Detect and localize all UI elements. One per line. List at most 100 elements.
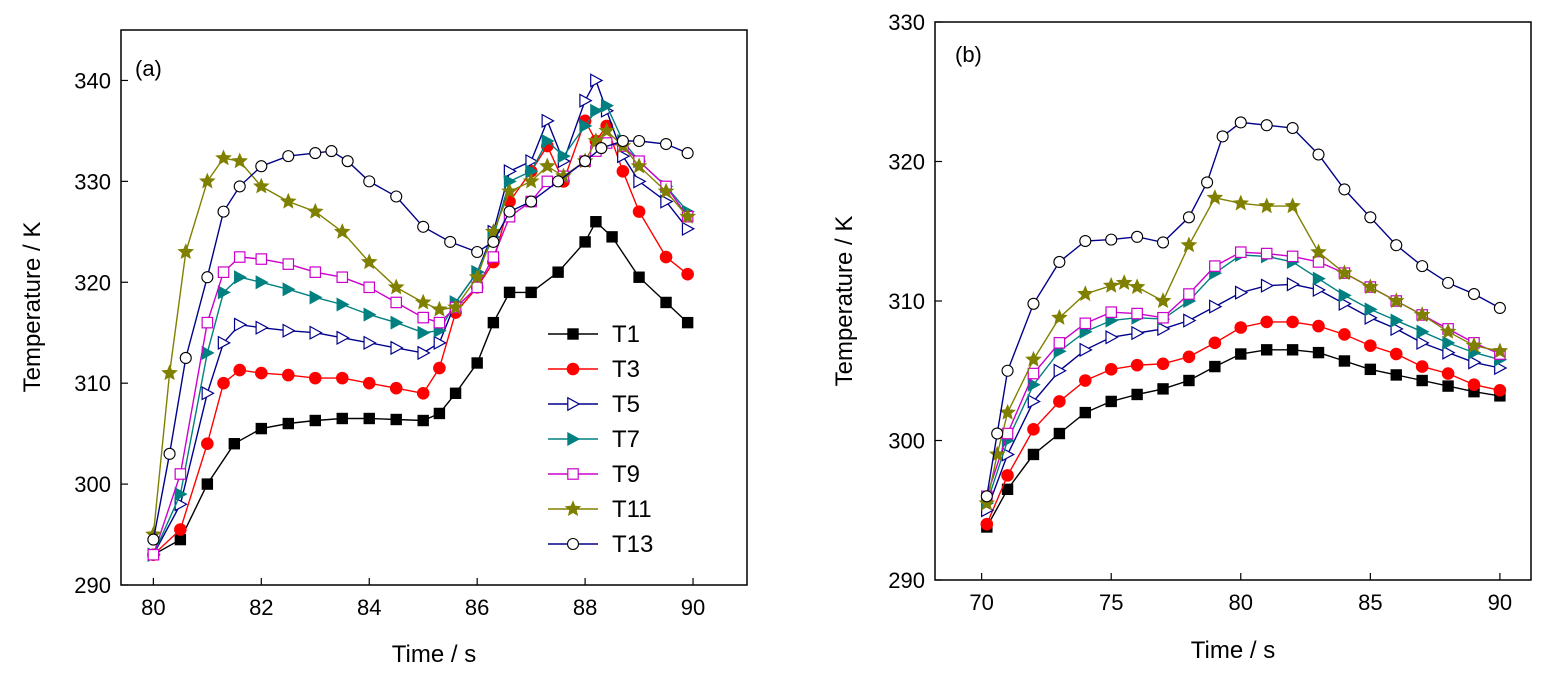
data-point-t3 [1415,360,1429,373]
data-point-t13 [1105,233,1118,246]
data-point-t11 [1206,189,1224,205]
data-point-t3 [433,361,446,375]
x-tick-label-b: 75 [1099,590,1123,615]
data-point-t1 [255,422,268,435]
data-point-t13 [1156,236,1170,249]
data-point-t7 [417,325,431,340]
data-point-t1 [503,286,516,299]
data-point-t5 [1234,285,1249,300]
data-point-t13 [616,134,629,148]
data-point-t1 [1027,448,1040,461]
legend-label: T1 [612,321,640,348]
data-point-t1 [1053,427,1066,440]
y-tick-label-b: 320 [888,150,925,175]
data-point-t3 [1027,423,1040,436]
data-point-t7 [309,290,323,305]
data-point-t11 [539,157,556,174]
data-point-t9 [1260,247,1273,260]
data-point-t5 [590,73,604,88]
data-point-t13 [1312,148,1325,161]
data-point-t13 [980,490,993,503]
data-point-t11 [1025,350,1042,367]
data-point-t9 [1105,306,1118,318]
legend-marker [567,468,579,480]
data-point-t1 [633,271,645,283]
y-axis-label-b: Temperature / K [831,216,858,387]
legend-item-t7: T7 [548,426,640,453]
data-point-t9 [487,251,500,263]
data-point-t3 [1467,378,1481,392]
y-tick-label-a: 320 [74,270,111,295]
data-point-t3 [1104,363,1118,376]
data-point-t7 [255,275,269,290]
data-point-t1 [681,316,694,329]
data-point-t13 [1079,234,1092,248]
legend-label: T3 [612,356,640,383]
chart-panel-b: (b) Time / s Temperature / K 70 75 80 85 90 2… [831,10,1532,664]
data-point-t1 [201,478,214,490]
data-point-t11 [447,298,464,315]
data-point-t1 [336,412,348,425]
panel-label-a: (a) [135,56,162,81]
legend-marker [566,362,580,376]
series-t13-a [147,134,694,546]
data-point-t11 [431,300,448,317]
data-point-t5 [233,317,248,332]
legend-marker [567,431,581,447]
data-point-t9 [1131,307,1143,320]
legend-label: T5 [612,391,640,418]
data-point-t5 [1442,345,1456,360]
legend-marker [566,537,580,551]
data-point-t1 [1079,406,1091,419]
plot-frame-a [120,29,748,586]
data-point-t9 [1209,260,1221,272]
data-point-t3 [217,376,230,390]
data-point-t5 [1079,342,1093,358]
data-point-t1 [390,413,402,426]
data-point-t5 [525,153,539,169]
data-point-t3 [233,363,247,377]
legend-marker [567,328,579,340]
legend-item-t13: T13 [548,531,653,558]
data-point-t5 [201,386,215,401]
series-line-t13 [152,140,688,540]
data-point-t11 [1154,292,1172,309]
data-point-t7 [390,315,404,330]
data-point-t3 [1364,339,1377,352]
data-point-t5 [1494,360,1508,376]
data-point-t3 [1338,328,1351,341]
data-point-t3 [1286,315,1299,329]
y-tick-label-a: 290 [74,573,111,598]
data-point-t7 [590,103,604,118]
data-point-t7 [1312,271,1326,286]
data-point-t1 [417,414,429,427]
data-point-t13 [179,351,192,365]
series-t13-b [980,116,1506,503]
legend-label: T11 [612,496,652,523]
x-tick-label-a: 88 [573,595,597,620]
data-point-t13 [1260,119,1273,132]
data-point-t3 [255,366,268,380]
data-point-t11 [1310,243,1327,260]
data-point-t5 [1131,325,1145,341]
data-point-t13 [1390,239,1403,252]
data-point-t3 [1078,374,1092,387]
data-point-t11 [1465,336,1483,353]
data-point-t1 [228,438,241,450]
data-point-t1 [579,236,591,248]
data-point-t13 [487,235,500,248]
data-point-t11 [522,172,540,189]
data-point-t11 [215,149,232,166]
data-point-t3 [362,376,376,390]
data-point-t13 [1442,276,1455,289]
data-point-t11 [501,182,518,199]
data-point-t11 [630,157,648,174]
x-tick-label-b: 80 [1229,590,1253,615]
y-tick-label-a: 310 [74,371,111,396]
data-point-t3 [1208,336,1222,350]
data-point-t3 [681,267,694,281]
data-point-t11 [280,192,297,209]
data-point-t7 [363,307,377,322]
data-point-t9 [433,316,446,329]
data-point-t13 [1131,230,1144,243]
